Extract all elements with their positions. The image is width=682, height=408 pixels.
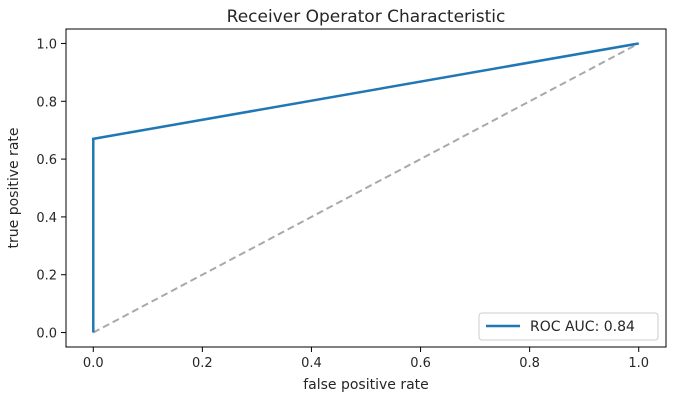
chance-diagonal-line <box>92 42 640 334</box>
x-axis-label: false positive rate <box>303 377 429 393</box>
x-tick-label: 1.0 <box>628 356 649 371</box>
chart-title: Receiver Operator Characteristic <box>227 7 506 27</box>
series-layer <box>92 42 640 334</box>
y-tick-label: 1.0 <box>36 37 57 52</box>
x-tick-label: 0.6 <box>410 356 431 371</box>
y-axis-label: true positive rate <box>6 128 22 249</box>
x-tick-label: 0.8 <box>519 356 540 371</box>
y-tick-label: 0.8 <box>36 95 57 110</box>
legend: ROC AUC: 0.84 <box>478 312 659 341</box>
x-tick-label: 0.2 <box>192 356 213 371</box>
legend-box <box>478 312 659 341</box>
y-axis-ticks: 0.0 0.2 0.4 0.6 0.8 1.0 <box>36 37 66 342</box>
x-tick-label: 0.0 <box>83 356 104 371</box>
y-tick-label: 0.2 <box>36 269 57 284</box>
legend-entry-label: ROC AUC: 0.84 <box>530 319 635 335</box>
plot-frame <box>65 28 667 348</box>
roc-curve-line <box>92 42 639 333</box>
x-axis-ticks: 0.0 0.2 0.4 0.6 0.8 1.0 <box>83 347 649 371</box>
y-tick-label: 0.4 <box>36 211 57 226</box>
x-tick-label: 0.4 <box>301 356 322 371</box>
y-tick-label: 0.6 <box>36 153 57 168</box>
y-tick-label: 0.0 <box>36 327 57 342</box>
